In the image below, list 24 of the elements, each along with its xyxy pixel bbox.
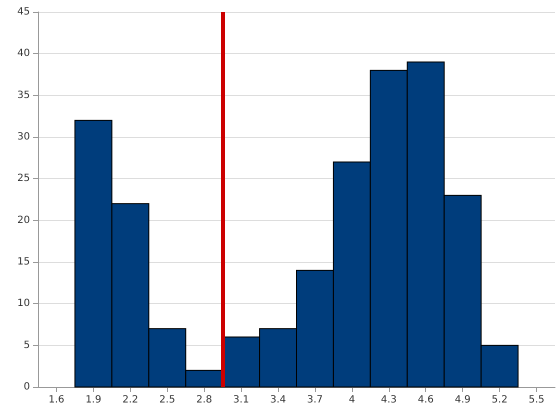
- x-tick-label: 3.4: [270, 394, 286, 406]
- x-tick-label: 4.6: [418, 394, 434, 406]
- x-tick-label: 1.6: [48, 394, 64, 406]
- x-tick-label: 2.2: [122, 394, 138, 406]
- x-tick-label: 5.5: [528, 394, 544, 406]
- x-tick-label: 4.3: [380, 394, 397, 406]
- y-tick-label: 20: [17, 214, 30, 226]
- y-tick-label: 30: [17, 132, 30, 142]
- x-tick-label: 3.1: [233, 394, 250, 406]
- y-tick-label: 40: [17, 48, 30, 60]
- x-tick-label: 4.9: [454, 394, 471, 406]
- x-tick-label: 4: [348, 394, 356, 406]
- y-tick-label: 0: [24, 382, 30, 392]
- x-tick-label: 2.8: [196, 394, 212, 406]
- x-tick-label: 2.5: [159, 394, 176, 406]
- y-tick-label: 45: [17, 6, 30, 18]
- y-tick-label: 35: [17, 90, 30, 101]
- x-tick-label: 1.9: [85, 394, 102, 406]
- y-tick-label: 25: [17, 173, 30, 184]
- y-tick-label: 15: [17, 256, 30, 268]
- x-tick-label: 3.7: [307, 394, 323, 406]
- y-tick-label: 10: [17, 298, 30, 310]
- x-tick-label: 5.2: [492, 394, 508, 406]
- y-tick-label: 5: [24, 340, 30, 351]
